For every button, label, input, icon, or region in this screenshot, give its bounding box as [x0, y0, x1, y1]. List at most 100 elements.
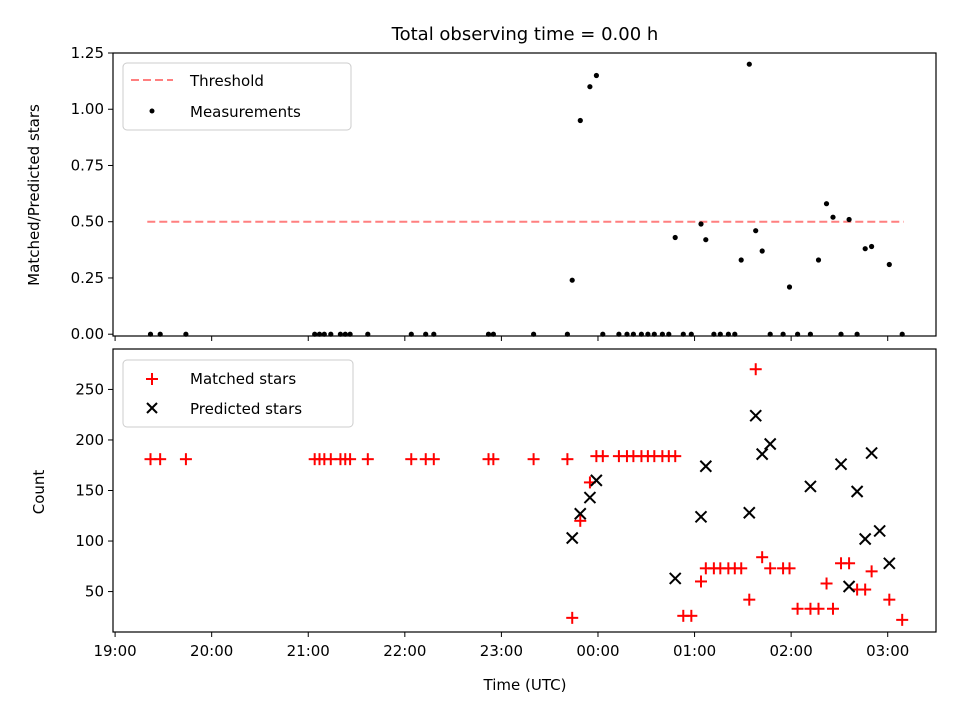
y-tick-label: 200	[75, 431, 104, 449]
top-legend: Threshold Measurements	[122, 62, 352, 131]
top-y-axis-label: Matched/Predicted stars	[25, 104, 43, 286]
measurement-point	[738, 257, 744, 263]
predicted-star-point	[694, 510, 708, 523]
measurement-point	[577, 117, 583, 124]
predicted-star-point	[834, 458, 848, 471]
y-tick-label: 250	[75, 380, 104, 398]
matched-star-point	[344, 453, 357, 466]
matched-star-point	[756, 551, 769, 564]
matched-star-point	[865, 565, 878, 578]
matched-star-point	[361, 453, 374, 466]
measurement-point	[786, 284, 793, 290]
x-tick-label: 02:00	[770, 642, 813, 660]
matched-star-point	[487, 453, 500, 466]
x-tick-label: 00:00	[576, 642, 619, 660]
predicted-star-point	[755, 447, 769, 461]
measurement-point	[815, 257, 822, 263]
x-tick-label: 19:00	[93, 642, 136, 660]
measurement-point	[846, 216, 852, 223]
measurement-point	[698, 221, 704, 227]
predicted-star-point	[699, 460, 713, 473]
measurement-point	[759, 248, 765, 254]
matched-star-point	[669, 450, 682, 463]
top-legend-box	[122, 62, 352, 131]
matched-star-point	[405, 453, 418, 466]
bottom-y-axis-label: Count	[30, 470, 48, 515]
x-tick-label: 03:00	[866, 642, 909, 660]
y-tick-label: 1.25	[71, 44, 104, 62]
matched-star-point	[812, 602, 825, 615]
matched-star-point	[764, 562, 777, 575]
matched-star-point	[896, 613, 909, 626]
measurement-point	[886, 261, 892, 268]
matched-star-point	[154, 453, 167, 466]
x-tick-label: 21:00	[287, 642, 330, 660]
matched-star-point	[561, 453, 574, 466]
x-tick-label: 01:00	[673, 642, 716, 660]
matched-star-point	[743, 593, 756, 606]
x-tick-label: 22:00	[383, 642, 426, 660]
predicted-star-point	[566, 531, 579, 545]
measurement-point	[672, 234, 678, 241]
legend-measurements-swatch	[149, 108, 155, 114]
measurement-point	[862, 246, 868, 252]
predicted-star-point	[858, 532, 872, 546]
matched-star-point	[735, 562, 748, 575]
measurement-point	[753, 228, 759, 234]
legend-predicted-swatch	[146, 402, 158, 414]
predicted-star-point	[873, 524, 886, 538]
matched-star-point	[883, 593, 896, 606]
measurement-point	[746, 61, 752, 67]
matched-star-point	[566, 611, 579, 624]
matched-star-point	[527, 453, 540, 466]
x-tick-label: 20:00	[190, 642, 233, 660]
predicted-star-point	[850, 485, 864, 498]
y-tick-label: 50	[85, 583, 104, 601]
x-tick-label: 23:00	[480, 642, 523, 660]
predicted-star-point	[574, 507, 587, 520]
matched-star-point	[826, 602, 839, 615]
measurement-point	[703, 237, 709, 243]
legend-matched-label: Matched stars	[190, 370, 296, 388]
matched-star-point	[685, 609, 698, 622]
y-tick-label: 0.75	[71, 156, 104, 174]
legend-measurements-label: Measurements	[190, 103, 301, 121]
bottom-y-axis: 50 100 150 200 250	[75, 380, 113, 601]
y-tick-label: 150	[75, 482, 104, 500]
predicted-star-point	[590, 474, 603, 487]
legend-threshold-label: Threshold	[189, 72, 264, 90]
measurement-point	[587, 84, 593, 90]
matched-star-point	[791, 602, 804, 615]
top-axes-frame	[112, 52, 937, 337]
bottom-legend-box	[122, 359, 354, 428]
measurement-point	[823, 201, 830, 207]
predicted-star-point	[883, 557, 896, 570]
measurement-point	[569, 277, 575, 283]
predicted-star-point	[583, 491, 597, 504]
y-tick-label: 1.00	[71, 100, 104, 118]
bottom-x-axis: 19:00 20:00 21:00 22:00 23:00 00:00 01:00 02:00…	[93, 632, 909, 660]
predicted-star-point	[764, 437, 777, 451]
y-tick-label: 0.00	[71, 325, 104, 343]
y-tick-label: 100	[75, 532, 104, 550]
matched-star-point	[859, 583, 872, 596]
measurement-point	[869, 243, 875, 250]
y-tick-label: 0.25	[71, 269, 104, 287]
measurement-point	[593, 72, 600, 79]
chart-title: Total observing time = 0.00 h	[391, 24, 659, 45]
y-tick-label: 0.50	[71, 213, 104, 231]
matched-star-point	[783, 562, 796, 575]
predicted-star-point	[749, 409, 762, 422]
matched-star-point	[574, 514, 587, 527]
x-axis-label: Time (UTC)	[483, 676, 567, 694]
legend-predicted-label: Predicted stars	[190, 400, 302, 418]
matched-star-point	[843, 557, 856, 570]
matched-star-point	[820, 577, 833, 590]
matched-star-point	[596, 450, 609, 463]
predicted-star-point	[804, 480, 817, 493]
predicted-star-point	[743, 506, 756, 519]
bottom-plot-area	[144, 363, 909, 626]
measurement-point	[830, 214, 836, 220]
matched-star-point	[179, 453, 192, 466]
